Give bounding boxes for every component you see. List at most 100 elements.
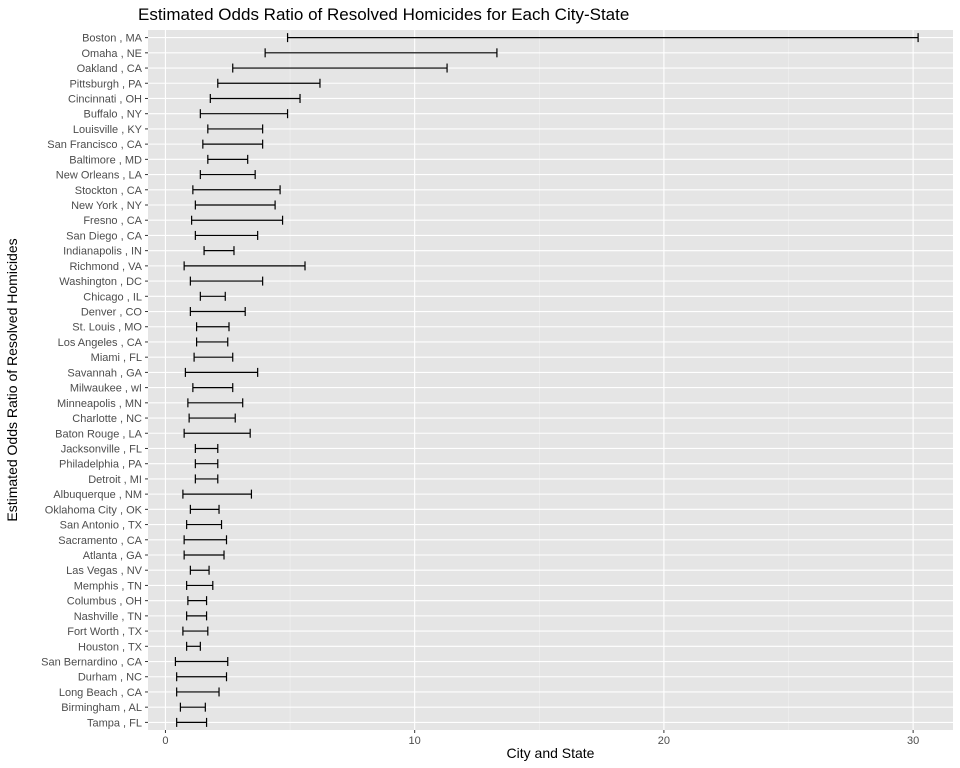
y-tick-label: Long Beach , CA	[59, 687, 143, 699]
errorbar	[195, 337, 229, 347]
errorbar	[192, 185, 281, 195]
errorbar	[184, 367, 259, 377]
y-tick-label: Tampa , FL	[87, 717, 142, 729]
y-tick-label: Oakland , CA	[77, 63, 143, 75]
errorbar	[189, 276, 264, 286]
errorbar	[187, 596, 208, 606]
errorbar	[189, 504, 220, 514]
errorbar	[194, 200, 276, 210]
y-tick-label: Omaha , NE	[81, 48, 142, 60]
y-tick-label: Richmond , VA	[69, 261, 142, 273]
errorbar	[195, 322, 230, 332]
x-tick-label: 0	[162, 735, 168, 747]
y-tick-label: Los Angeles , CA	[58, 337, 143, 349]
y-tick-label: Durham , NC	[78, 672, 142, 684]
errorbar	[203, 246, 235, 256]
y-tick-label: Louisville , KY	[73, 124, 143, 136]
errorbar	[207, 124, 264, 134]
errorbar	[199, 291, 226, 301]
y-tick-label: Cincinnati , OH	[68, 93, 142, 105]
x-tick-label: 30	[907, 735, 919, 747]
errorbar	[188, 413, 236, 423]
y-tick-label: Boston , MA	[82, 33, 143, 45]
x-axis-title: City and State	[507, 745, 595, 761]
y-tick-label: Fresno , CA	[83, 215, 142, 227]
errorbar	[182, 626, 209, 636]
errorbar	[189, 565, 210, 575]
plot-panel	[148, 30, 953, 730]
errorbar	[179, 702, 206, 712]
errorbar	[186, 611, 208, 621]
y-tick-label: New York , NY	[71, 200, 143, 212]
errorbar	[183, 428, 251, 438]
errorbar	[232, 63, 448, 73]
y-tick-label: New Orleans , LA	[56, 170, 143, 182]
errorbar	[194, 443, 219, 453]
y-tick-label: San Francisco , CA	[47, 139, 142, 151]
errorbar	[182, 489, 253, 499]
y-tick-label: Fort Worth , TX	[67, 626, 142, 638]
y-tick-label: San Bernardino , CA	[41, 657, 143, 669]
y-tick-label: San Antonio , TX	[60, 520, 143, 532]
y-tick-label: Albuquerque , NM	[53, 489, 142, 501]
errorbar	[176, 687, 220, 697]
errorbar	[199, 170, 256, 180]
y-tick-label: Minneapolis , MN	[57, 398, 142, 410]
errorbar	[187, 398, 244, 408]
y-tick-label: Buffalo , NY	[84, 109, 143, 121]
errorbar	[183, 261, 306, 271]
x-axis: 0 10 20 30	[162, 730, 919, 747]
errorbar	[194, 459, 219, 469]
y-tick-label: Las Vegas , NV	[66, 565, 142, 577]
y-tick-label: Charlotte , NC	[72, 413, 142, 425]
errorbar	[186, 641, 201, 651]
y-tick-label: Sacramento , CA	[58, 535, 142, 547]
y-tick-label: San Diego , CA	[66, 230, 142, 242]
errorbar	[183, 535, 228, 545]
y-tick-label: Milwaukee , wI	[70, 383, 142, 395]
y-tick-label: St. Louis , MO	[72, 322, 142, 334]
errorbar	[183, 550, 225, 560]
x-tick-label: 10	[409, 735, 421, 747]
errorbar	[194, 474, 219, 484]
errorbar	[186, 520, 223, 530]
y-tick-label: Nashville , TN	[74, 611, 142, 623]
errorbar	[174, 657, 229, 667]
y-tick-label: Washington , DC	[59, 276, 142, 288]
errorbar	[209, 93, 301, 103]
y-tick-label: Jacksonville , FL	[61, 443, 142, 455]
errorbar-layer	[174, 33, 919, 727]
y-tick-label: Detroit , MI	[88, 474, 142, 486]
y-tick-label: Chicago , IL	[83, 291, 142, 303]
y-tick-label: Oklahoma City , OK	[45, 504, 143, 516]
errorbar	[176, 717, 208, 727]
errorbar	[192, 383, 234, 393]
errorbar	[264, 48, 498, 58]
y-tick-label: Savannah , GA	[67, 367, 142, 379]
y-axis-title: Estimated Odds Ratio of Resolved Homicid…	[4, 238, 20, 521]
errorbar	[202, 139, 264, 149]
errorbar	[286, 33, 919, 43]
y-tick-label: Indianapolis , IN	[63, 246, 142, 258]
y-tick-label: Houston , TX	[78, 641, 143, 653]
y-axis: Boston , MA Omaha , NE Oakland , CA Pittsbu…	[41, 33, 148, 729]
y-tick-label: Memphis , TN	[74, 580, 142, 592]
errorbar	[191, 215, 284, 225]
x-tick-label: 20	[658, 735, 670, 747]
y-tick-label: Atlanta , GA	[83, 550, 143, 562]
errorbar	[199, 109, 289, 119]
errorbar	[193, 352, 234, 362]
y-tick-label: Denver , CO	[81, 307, 143, 319]
y-tick-label: Baton Rouge , LA	[55, 428, 143, 440]
errorbar	[207, 154, 249, 164]
errorbar	[186, 580, 214, 590]
y-tick-label: Pittsburgh , PA	[69, 78, 142, 90]
errorbar	[176, 672, 228, 682]
errorbar	[217, 78, 321, 88]
errorbar	[189, 307, 246, 317]
y-tick-label: Columbus , OH	[67, 596, 142, 608]
y-tick-label: Baltimore , MD	[69, 154, 142, 166]
y-tick-label: Birmingham , AL	[61, 702, 142, 714]
